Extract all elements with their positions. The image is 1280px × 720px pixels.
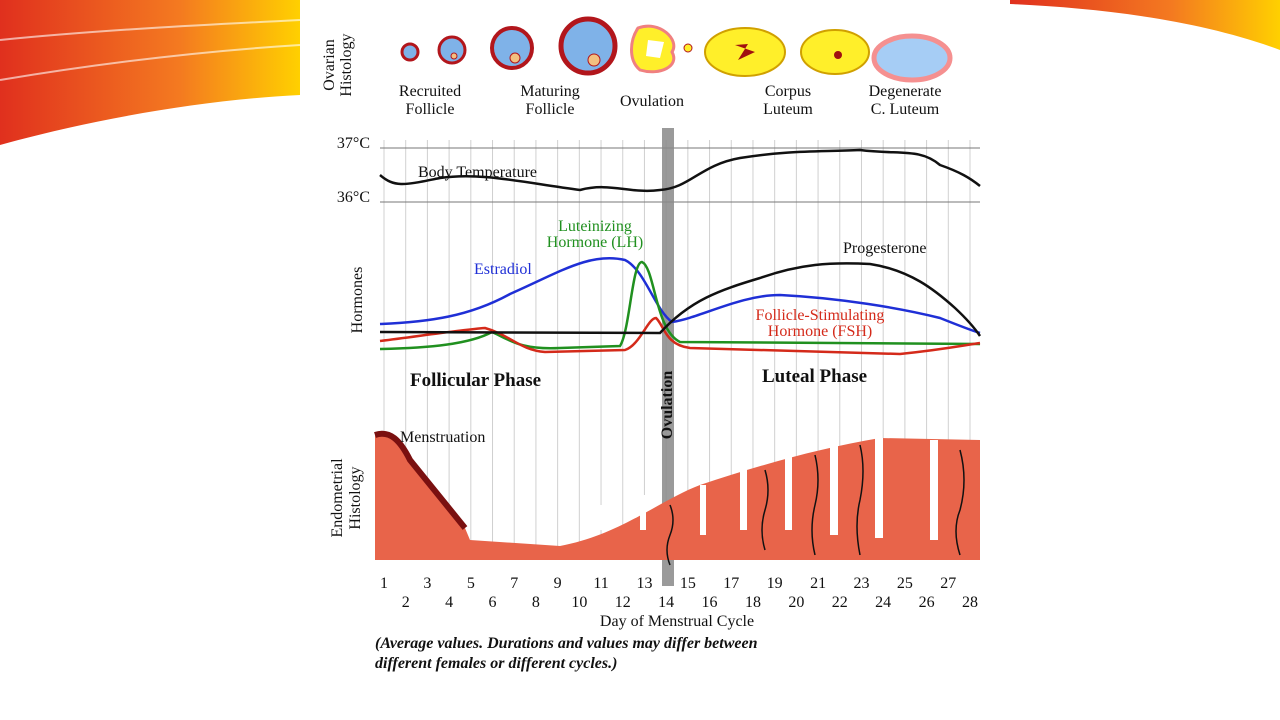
day-label: 8 <box>532 594 540 611</box>
ovarian-label: OvarianHistology <box>321 33 355 96</box>
line: Histology <box>338 33 355 96</box>
day-label: 22 <box>832 594 848 611</box>
stage-label: Recruited Follicle <box>399 83 461 118</box>
estradiol-label: Estradiol <box>474 261 532 278</box>
line: Endometrial <box>329 458 346 538</box>
temperature-curve <box>379 148 981 193</box>
day-label: 25 <box>897 575 913 592</box>
day-labels: 1234567891011121314151617181920212223242… <box>380 575 978 611</box>
day-label: 14 <box>658 594 674 611</box>
stage-label: Degenerate C. Luteum <box>869 83 942 118</box>
line: Follicle <box>406 101 455 118</box>
day-label: 16 <box>702 594 718 611</box>
day-label: 3 <box>423 575 431 592</box>
note: (Average values. Durations and values ma… <box>375 635 758 672</box>
day-label: 17 <box>723 575 739 592</box>
temp-label: Body Temperature <box>418 164 537 181</box>
line: Degenerate <box>869 83 942 100</box>
line: Follicle-Stimulating <box>756 307 885 324</box>
line: Recruited <box>399 83 461 100</box>
stage-label: Corpus Luteum <box>763 83 813 118</box>
line: Hormone (FSH) <box>768 323 872 340</box>
glands <box>666 444 965 566</box>
line: Ovarian <box>321 39 338 91</box>
day-label: 21 <box>810 575 826 592</box>
day-label: 6 <box>489 594 497 611</box>
line: Hormone (LH) <box>547 234 643 251</box>
progesterone-curve <box>379 262 982 337</box>
day-label: 24 <box>875 594 891 611</box>
diagram: OvarianHistology Recruited FollicleMaturi… <box>321 16 982 672</box>
lh-label: Luteinizing Hormone (LH) <box>547 218 643 251</box>
line: different females or different cycles.) <box>375 655 617 672</box>
follicular-phase: Follicular Phase <box>410 370 541 391</box>
day-label: 19 <box>767 575 783 592</box>
hormones-label: Hormones <box>349 267 366 334</box>
endometrium <box>375 433 980 560</box>
decoration <box>0 0 1280 145</box>
day-label: 15 <box>680 575 696 592</box>
day-label: 26 <box>919 594 935 611</box>
day-label: 9 <box>554 575 562 592</box>
day-label: 7 <box>510 575 518 592</box>
temp-low: 36°C <box>337 189 370 206</box>
gland-gaps <box>600 438 938 540</box>
luteal-phase: Luteal Phase <box>762 366 867 387</box>
day-label: 2 <box>402 594 410 611</box>
ovulation-band <box>662 128 674 586</box>
endometrial-label: EndometrialHistology <box>329 458 364 538</box>
ovulation-vertical: Ovulation <box>659 371 676 440</box>
x-label: Day of Menstrual Cycle <box>600 613 754 630</box>
line: C. Luteum <box>871 101 940 118</box>
day-label: 18 <box>745 594 761 611</box>
stage-label: Maturing Follicle <box>520 83 580 118</box>
day-label: 28 <box>962 594 978 611</box>
line: (Average values. Durations and values ma… <box>375 635 758 652</box>
line: Maturing <box>520 83 580 100</box>
day-label: 10 <box>571 594 587 611</box>
follicles <box>400 16 953 83</box>
fsh-curve <box>379 316 981 356</box>
day-label: 4 <box>445 594 453 611</box>
day-label: 27 <box>940 575 956 592</box>
day-label: 12 <box>615 594 631 611</box>
line: Luteinizing <box>558 218 632 235</box>
menstrual-edge <box>374 430 468 530</box>
menstruation-label: Menstruation <box>400 429 485 446</box>
line: Luteum <box>763 101 813 118</box>
day-label: 11 <box>593 575 608 592</box>
stage-label: Ovulation <box>620 93 684 110</box>
day-label: 20 <box>788 594 804 611</box>
line: Ovulation <box>620 93 684 110</box>
day-label: 5 <box>467 575 475 592</box>
day-label: 23 <box>853 575 869 592</box>
day-label: 1 <box>380 575 388 592</box>
progesterone-label: Progesterone <box>843 240 927 257</box>
line: Histology <box>347 466 364 529</box>
temp-high: 37°C <box>337 135 370 152</box>
line: Follicle <box>526 101 575 118</box>
lh-curve <box>379 260 981 351</box>
fsh-label: Follicle-Stimulating Hormone (FSH) <box>756 307 885 340</box>
line: Corpus <box>765 83 811 100</box>
day-label: 13 <box>636 575 652 592</box>
